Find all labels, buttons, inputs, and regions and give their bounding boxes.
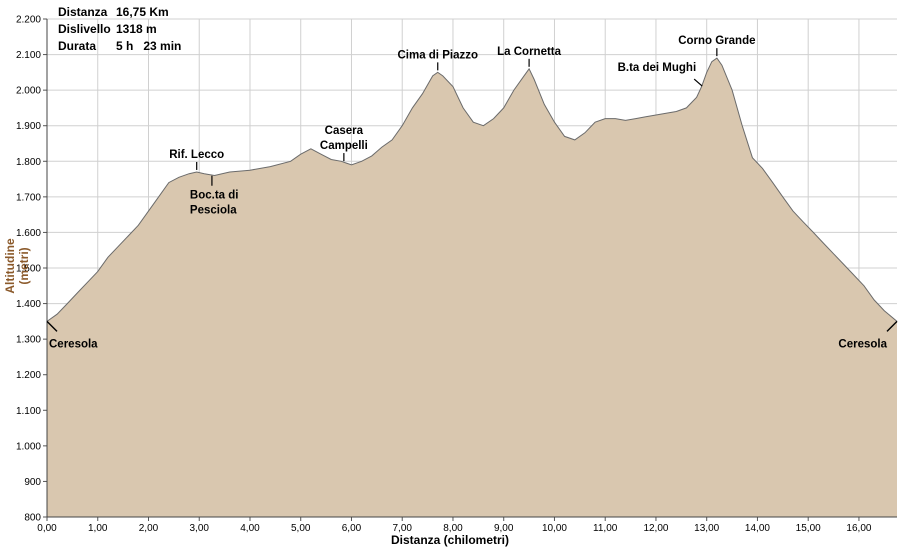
waypoint-annotation: Rif. Lecco bbox=[169, 149, 224, 170]
x-axis-title: Distanza (chilometri) bbox=[390, 533, 510, 547]
y-tick-label: 1.800 bbox=[16, 157, 41, 168]
elevation-area bbox=[46, 57, 898, 517]
y-tick-label: 800 bbox=[24, 513, 41, 524]
stat-distance-value: 16,75 Km bbox=[116, 5, 169, 19]
stat-duration-label: Durata bbox=[58, 39, 97, 53]
y-tick-label: 1.300 bbox=[16, 335, 41, 346]
waypoint-label: Corno Grande bbox=[678, 35, 755, 47]
waypoint-annotation: Ceresola bbox=[46, 320, 98, 350]
waypoint-annotation: La Cornetta bbox=[497, 46, 562, 67]
x-tick-label: 13,00 bbox=[694, 523, 719, 534]
y-tick-label: 1.500 bbox=[16, 264, 41, 275]
route-stats: Distanza 16,75 Km Dislivello 1318 m Durata… bbox=[58, 4, 181, 55]
waypoint-label: La Cornetta bbox=[497, 46, 562, 58]
waypoint-label: Ceresola bbox=[838, 338, 887, 350]
waypoint-annotation: B.ta dei Mughi bbox=[618, 62, 703, 87]
waypoint-marker bbox=[693, 78, 703, 87]
y-tick-label: 1.900 bbox=[16, 121, 41, 132]
x-tick-label: 12,00 bbox=[643, 523, 668, 534]
waypoint-label: Cima di Piazzo bbox=[397, 49, 478, 61]
stat-elevation: Dislivello 1318 m bbox=[58, 21, 181, 38]
y-tick-label: 1.100 bbox=[16, 406, 41, 417]
waypoint-marker bbox=[46, 320, 58, 332]
x-tick-label: 16,00 bbox=[846, 523, 871, 534]
y-tick-label: 1.400 bbox=[16, 299, 41, 310]
stat-elevation-value: 1318 m bbox=[116, 22, 157, 36]
waypoint-label: Campelli bbox=[320, 140, 368, 152]
stat-duration: Durata 5 h 23 min bbox=[58, 38, 181, 55]
x-tick-label: 10,00 bbox=[542, 523, 567, 534]
y-tick-label: 900 bbox=[24, 477, 41, 488]
stat-duration-value: 5 h 23 min bbox=[116, 39, 182, 53]
waypoint-label: B.ta dei Mughi bbox=[618, 62, 697, 74]
x-tick-label: 11,00 bbox=[593, 523, 618, 534]
elevation-line bbox=[46, 57, 898, 322]
y-tick-label: 1.200 bbox=[16, 370, 41, 381]
waypoint-label: Rif. Lecco bbox=[169, 149, 224, 161]
x-tick-label: 4,00 bbox=[240, 523, 260, 534]
waypoint-label: Casera bbox=[325, 125, 364, 137]
waypoint-annotation: Ceresola bbox=[838, 320, 898, 350]
waypoint-annotation: Cima di Piazzo bbox=[397, 49, 478, 71]
waypoint-label: Ceresola bbox=[49, 338, 98, 350]
waypoint-label: Pesciola bbox=[190, 205, 237, 217]
elevation-fill bbox=[47, 58, 897, 517]
y-axis-title: Altitudine (metri) bbox=[3, 238, 31, 294]
y-tick-label: 1.000 bbox=[16, 441, 41, 452]
stat-distance-label: Distanza bbox=[58, 5, 108, 19]
x-tick-label: 14,00 bbox=[745, 523, 770, 534]
x-tick-label: 0,00 bbox=[37, 523, 57, 534]
y-tick-label: 1.600 bbox=[16, 228, 41, 239]
x-tick-label: 15,00 bbox=[796, 523, 821, 534]
waypoint-label: Boc.ta di bbox=[190, 190, 239, 202]
y-tick-label: 2.000 bbox=[16, 86, 41, 97]
x-tick-label: 9,00 bbox=[494, 523, 514, 534]
x-tick-label: 3,00 bbox=[190, 523, 210, 534]
annotations: Ceresola Rif. Lecco Boc.ta di Pesciola Caser… bbox=[46, 35, 898, 350]
waypoint-annotation: Casera Campelli bbox=[320, 125, 368, 162]
stat-elevation-label: Dislivello bbox=[58, 22, 111, 36]
x-tick-label: 8,00 bbox=[443, 523, 463, 534]
x-tick-label: 2,00 bbox=[139, 523, 159, 534]
waypoint-annotation: Corno Grande bbox=[678, 35, 756, 57]
y-tick-label: 1.700 bbox=[16, 192, 41, 203]
stat-distance: Distanza 16,75 Km bbox=[58, 4, 181, 21]
x-tick-label: 5,00 bbox=[291, 523, 311, 534]
x-tick-label: 1,00 bbox=[88, 523, 108, 534]
y-tick-label: 2.100 bbox=[16, 50, 41, 61]
x-tick-label: 6,00 bbox=[342, 523, 362, 534]
y-tick-label: 2.200 bbox=[16, 15, 41, 26]
axes: 800 900 1.000 1.100 1.200 1.300 1.400 1.500 1.60… bbox=[16, 15, 897, 534]
waypoint-marker bbox=[886, 320, 898, 332]
x-tick-label: 7,00 bbox=[392, 523, 412, 534]
waypoint-annotation: Boc.ta di Pesciola bbox=[190, 175, 239, 217]
